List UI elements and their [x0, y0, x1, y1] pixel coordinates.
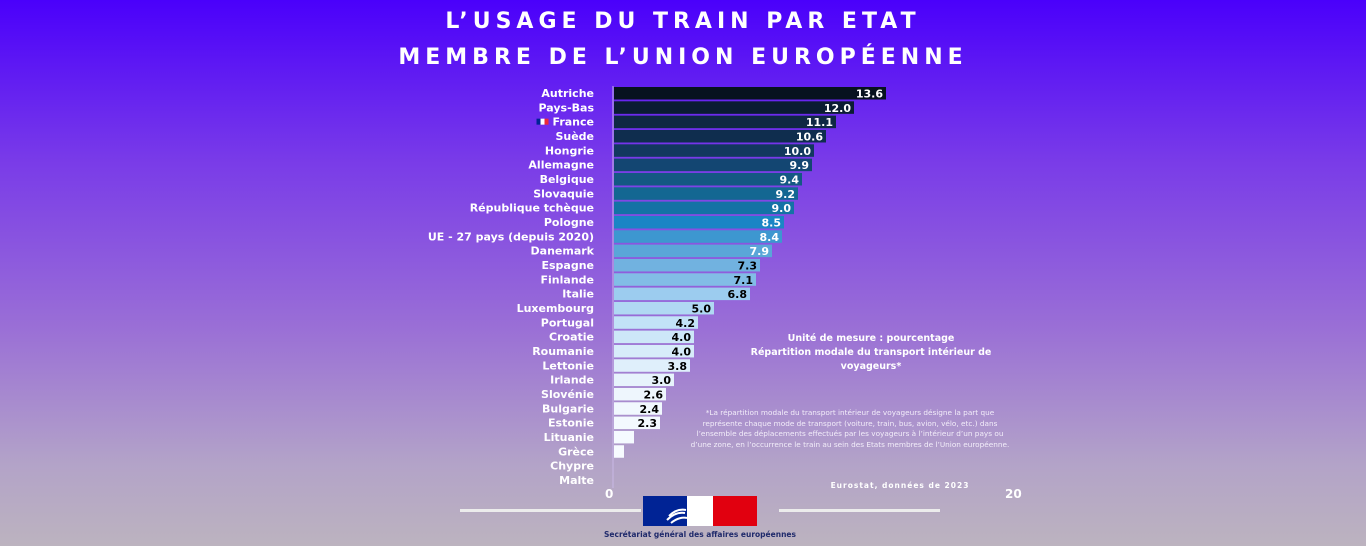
- value-label: 10.6: [796, 130, 823, 143]
- bar: [614, 273, 756, 286]
- chart-title-line-2: MEMBRE DE L’UNION EUROPÉENNE: [398, 45, 968, 70]
- category-label: Irlande: [550, 374, 594, 387]
- value-label: 2.6: [644, 388, 664, 401]
- category-label: Italie: [562, 288, 594, 301]
- category-label: Allemagne: [528, 159, 594, 172]
- bar: [614, 416, 660, 430]
- bar: [614, 115, 836, 129]
- category-label: Danemark: [531, 245, 595, 258]
- bar: [614, 201, 794, 215]
- category-label: Belgique: [540, 173, 594, 186]
- category-label: Estonie: [548, 417, 594, 430]
- bar: [614, 359, 690, 372]
- category-label: Malte: [559, 474, 594, 487]
- bar: [614, 330, 694, 344]
- bar: [614, 244, 772, 258]
- footnote: *La répartition modale du transport inté…: [690, 408, 1010, 449]
- value-label: 10.0: [784, 145, 811, 158]
- bar: [614, 387, 666, 401]
- value-label: 8.5: [762, 216, 782, 229]
- category-label: Autriche: [541, 87, 594, 100]
- category-label: Slovaquie: [533, 187, 594, 200]
- category-label: République tchèque: [470, 202, 594, 215]
- value-label: 2.3: [638, 417, 658, 430]
- value-label: 5.0: [692, 302, 712, 315]
- divider-right: [779, 509, 940, 512]
- category-label: Bulgarie: [542, 402, 594, 415]
- x-tick-20: 20: [1005, 487, 1022, 501]
- bar: [614, 258, 760, 272]
- bar: [614, 430, 634, 444]
- category-label: Pologne: [544, 216, 594, 229]
- category-label: Roumanie: [532, 345, 594, 358]
- bar: [614, 373, 674, 387]
- bar: [614, 344, 694, 358]
- category-label: Luxembourg: [517, 302, 594, 315]
- chart-title-line-1: L’USAGE DU TRAIN PAR ETAT: [445, 9, 921, 34]
- value-label: 4.0: [672, 345, 692, 358]
- value-label: 3.8: [668, 360, 688, 373]
- category-label: Chypre: [550, 460, 594, 473]
- value-label: 9.2: [776, 188, 796, 201]
- divider-left: [460, 509, 641, 512]
- value-label: 11.1: [806, 116, 833, 129]
- value-label: 3.0: [652, 374, 672, 387]
- organization-name: Secrétariat général des affaires europée…: [604, 530, 796, 539]
- bar: [614, 144, 814, 157]
- value-label: 7.9: [750, 245, 770, 258]
- value-label: 9.9: [790, 159, 810, 172]
- marianne-logo: [643, 496, 757, 526]
- category-label: Croatie: [549, 331, 594, 344]
- measure-label: Répartition modale du transport intérieu…: [750, 347, 992, 372]
- bar: [614, 87, 886, 100]
- category-label: Suède: [555, 130, 594, 143]
- value-label: 7.3: [738, 259, 758, 272]
- bar: [614, 158, 812, 172]
- value-label: 9.4: [780, 173, 800, 186]
- category-label: Lituanie: [544, 431, 594, 444]
- bar: [614, 215, 784, 229]
- value-label: 4.0: [672, 331, 692, 344]
- category-label: Pays-Bas: [539, 101, 595, 114]
- category-label: France: [553, 116, 594, 129]
- bar: [614, 129, 826, 143]
- category-label: Espagne: [541, 259, 594, 272]
- category-label: Hongrie: [545, 144, 594, 157]
- bar: [614, 187, 798, 200]
- value-label: 9.0: [772, 202, 792, 215]
- value-label: 13.6: [856, 88, 883, 101]
- value-label: 2.4: [640, 403, 660, 416]
- unit-label: Unité de mesure : pourcentage: [787, 333, 955, 344]
- source-label: Eurostat, données de 2023: [830, 481, 970, 490]
- value-label: 8.4: [760, 231, 780, 244]
- category-label: Finlande: [541, 273, 594, 286]
- bar: [614, 172, 802, 186]
- french-flag-icon: [536, 118, 549, 125]
- bar: [614, 101, 854, 114]
- value-label: 6.8: [728, 288, 748, 301]
- category-label: Portugal: [541, 316, 594, 329]
- bar: [614, 402, 662, 415]
- category-label: Lettonie: [542, 359, 594, 372]
- unit-note: Unité de mesure : pourcentage Répartitio…: [740, 332, 1002, 374]
- x-tick-0: 0: [605, 487, 614, 501]
- category-label: UE - 27 pays (depuis 2020): [428, 230, 594, 243]
- value-label: 7.1: [734, 274, 754, 287]
- value-label: 12.0: [824, 102, 851, 115]
- bar: [614, 230, 782, 243]
- bar: [614, 316, 698, 329]
- category-label: Slovénie: [541, 388, 594, 401]
- bar: [614, 301, 714, 315]
- bar: [614, 445, 624, 458]
- category-label: Grèce: [558, 445, 594, 458]
- bar: [614, 287, 750, 301]
- value-label: 4.2: [676, 317, 696, 330]
